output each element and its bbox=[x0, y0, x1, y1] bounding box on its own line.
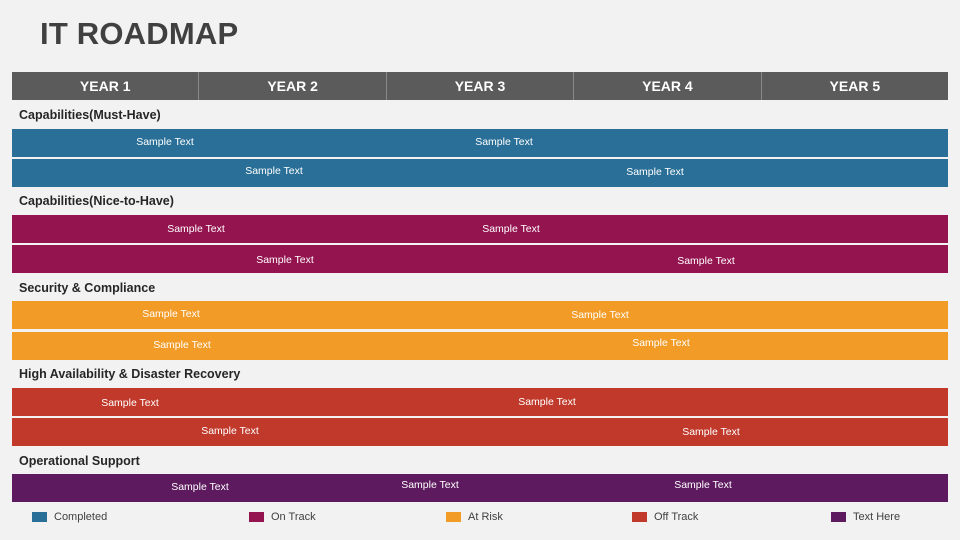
legend-label: Completed bbox=[54, 511, 108, 523]
legend-item-on-track: On Track bbox=[249, 511, 316, 523]
bar-label: Sample Text bbox=[256, 254, 314, 266]
legend-label: Off Track bbox=[654, 511, 699, 523]
bar-label: Sample Text bbox=[201, 425, 259, 437]
bar-label: Sample Text bbox=[682, 426, 740, 438]
bar-label: Sample Text bbox=[153, 339, 211, 351]
bar-label: Sample Text bbox=[136, 136, 194, 148]
roadmap-bar: Sample Text Sample Text bbox=[12, 332, 948, 360]
roadmap-bar: Sample Text Sample Text bbox=[12, 388, 948, 416]
roadmap-bar: Sample Text Sample Text bbox=[12, 418, 948, 446]
bar-label: Sample Text bbox=[677, 255, 735, 267]
bar-label: Sample Text bbox=[167, 223, 225, 235]
category-high-availability: High Availability & Disaster Recovery bbox=[19, 367, 241, 381]
roadmap-bar: Sample Text Sample Text bbox=[12, 245, 948, 273]
roadmap-bar: Sample Text Sample Text Sample Text bbox=[12, 474, 948, 502]
bar-label: Sample Text bbox=[674, 479, 732, 491]
bar-label: Sample Text bbox=[101, 397, 159, 409]
legend-swatch bbox=[32, 512, 47, 522]
bar-label: Sample Text bbox=[401, 479, 459, 491]
page-title: IT ROADMAP bbox=[40, 16, 239, 51]
legend-swatch bbox=[831, 512, 846, 522]
year-header-3: YEAR 3 bbox=[387, 72, 575, 100]
roadmap-bar: Sample Text Sample Text bbox=[12, 301, 948, 329]
category-security-compliance: Security & Compliance bbox=[19, 281, 156, 295]
bar-label: Sample Text bbox=[571, 309, 629, 321]
bar-label: Sample Text bbox=[482, 223, 540, 235]
legend-label: On Track bbox=[271, 511, 316, 523]
bar-label: Sample Text bbox=[518, 396, 576, 408]
bar-label: Sample Text bbox=[632, 337, 690, 349]
legend-label: At Risk bbox=[468, 511, 503, 523]
bar-label: Sample Text bbox=[475, 136, 533, 148]
legend-item-off-track: Off Track bbox=[632, 511, 698, 523]
legend-item-text-here: Text Here bbox=[831, 511, 900, 523]
legend-item-at-risk: At Risk bbox=[446, 511, 503, 523]
year-header-row: YEAR 1 YEAR 2 YEAR 3 YEAR 4 YEAR 5 bbox=[12, 72, 948, 100]
legend-label: Text Here bbox=[853, 511, 901, 523]
bar-label: Sample Text bbox=[245, 165, 303, 177]
year-header-5: YEAR 5 bbox=[829, 78, 881, 94]
category-capabilities-nice-to-have: Capabilities(Nice-to-Have) bbox=[19, 194, 174, 208]
bar-label: Sample Text bbox=[142, 308, 200, 320]
year-header-4: YEAR 4 bbox=[574, 72, 762, 100]
bar-label: Sample Text bbox=[171, 481, 229, 493]
legend-item-completed: Completed bbox=[32, 511, 107, 523]
roadmap-bar: Sample Text Sample Text bbox=[12, 129, 948, 157]
legend-swatch bbox=[249, 512, 264, 522]
year-header-1: YEAR 1 bbox=[12, 72, 200, 100]
category-capabilities-must-have: Capabilities(Must-Have) bbox=[19, 108, 161, 122]
category-operational-support: Operational Support bbox=[19, 454, 140, 468]
roadmap-bar: Sample Text Sample Text bbox=[12, 159, 948, 187]
legend-swatch bbox=[446, 512, 461, 522]
bar-label: Sample Text bbox=[626, 166, 684, 178]
year-header-2: YEAR 2 bbox=[199, 72, 387, 100]
legend-swatch bbox=[632, 512, 647, 522]
roadmap-bar: Sample Text Sample Text bbox=[12, 215, 948, 243]
